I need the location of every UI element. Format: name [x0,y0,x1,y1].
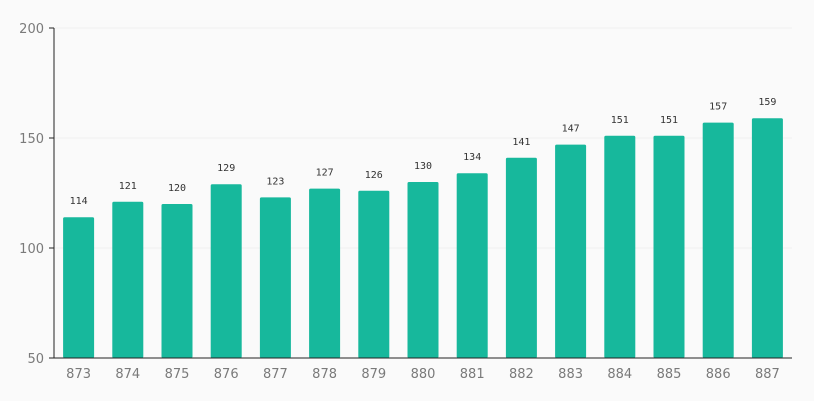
bar [407,182,439,358]
bar [309,188,341,358]
y-axis-ticks: 50 100 150 200 [19,22,54,367]
bars [63,118,783,358]
bar [456,173,488,358]
bar [161,204,193,358]
data-label: 129 [217,163,235,174]
x-tick-label: 874 [115,367,140,382]
x-tick-label: 877 [263,367,288,382]
bar [653,135,685,358]
data-label: 151 [660,115,678,126]
bar [555,144,587,358]
x-tick-label: 873 [66,367,91,382]
x-tick-label: 883 [558,367,583,382]
x-tick-label: 880 [411,367,436,382]
x-tick-label: 884 [607,367,632,382]
x-tick-label: 887 [755,367,780,382]
y-tick-label: 200 [19,22,44,37]
data-label: 114 [70,196,88,207]
x-tick-label: 876 [214,367,239,382]
data-label: 130 [414,161,432,172]
bar [505,157,537,358]
data-labels: 114 121 120 129 123 127 126 130 134 141 147 151 151 1… [70,97,777,207]
y-tick-label: 100 [19,242,44,257]
bar [604,135,636,358]
bar [702,122,734,358]
x-tick-label: 875 [165,367,190,382]
data-label: 127 [316,168,334,179]
bar [210,184,242,358]
x-tick-label: 882 [509,367,534,382]
data-label: 126 [365,170,383,181]
x-tick-label: 886 [706,367,731,382]
x-axis-ticks: 873 874 875 876 877 878 879 880 881 882 883 884 885 8… [66,367,780,382]
bar [358,190,390,358]
bar [112,201,144,358]
x-tick-label: 879 [361,367,386,382]
data-label: 147 [562,124,580,135]
y-tick-label: 50 [27,352,44,367]
x-tick-label: 885 [657,367,682,382]
y-tick-label: 150 [19,132,44,147]
data-label: 141 [512,137,530,148]
data-label: 121 [119,181,137,192]
x-tick-label: 881 [460,367,485,382]
bar [259,197,291,358]
data-label: 123 [266,176,284,187]
bar [751,118,783,358]
data-label: 159 [758,97,776,108]
data-label: 157 [709,102,727,113]
x-tick-label: 878 [312,367,337,382]
data-label: 120 [168,183,186,194]
bar [63,217,95,358]
data-label: 134 [463,152,481,163]
data-label: 151 [611,115,629,126]
